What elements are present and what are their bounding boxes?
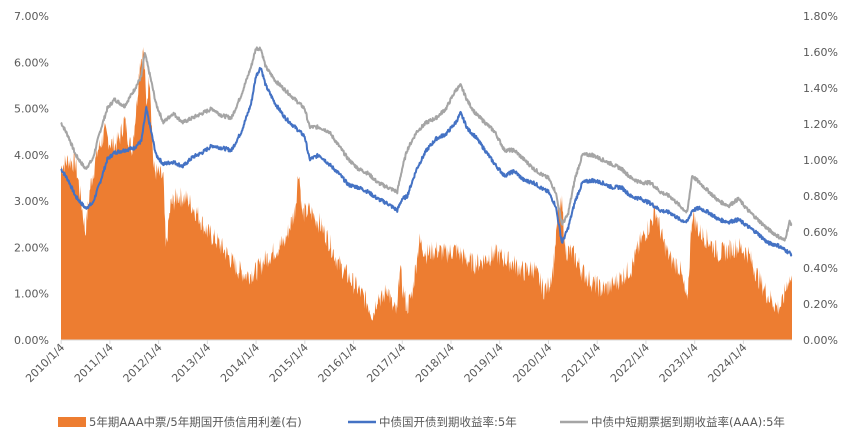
y-right-tick-label: 1.20%: [803, 118, 838, 131]
series-area-credit-spread: [61, 46, 792, 341]
y-right-tick-label: 0.20%: [803, 298, 838, 311]
legend-item-2: 中债国开债到期收益率:5年: [348, 415, 517, 429]
legend-item-3: 中债中短期票据到期收益率(AAA):5年: [560, 415, 785, 429]
y-right-tick-label: 1.00%: [803, 154, 838, 167]
legend-item-1: 5年期AAA中票/5年期国开债信用利差(右): [58, 415, 302, 429]
y-right-tick-label: 0.40%: [803, 262, 838, 275]
y-right-tick-label: 1.60%: [803, 46, 838, 59]
series-line-mtn-aaa-5y: [60, 46, 793, 242]
area-series-layer: [61, 46, 792, 341]
y-right-tick-label: 1.80%: [803, 10, 838, 23]
legend-label: 5年期AAA中票/5年期国开债信用利差(右): [89, 415, 302, 429]
y-right-tick-label: 1.40%: [803, 82, 838, 95]
y-right-tick-label: 0.60%: [803, 226, 838, 239]
y-right-axis: 0.00% 0.20% 0.40% 0.60% 0.80% 1.00% 1.20% 1.40%…: [803, 10, 838, 347]
y-left-tick-label: 5.00%: [14, 103, 49, 116]
legend: 5年期AAA中票/5年期国开债信用利差(右) 中债国开债到期收益率:5年 中债中短期…: [58, 415, 785, 429]
y-left-tick-label: 4.00%: [14, 149, 49, 162]
legend-swatch: [58, 417, 86, 427]
y-left-tick-label: 7.00%: [14, 10, 49, 23]
line-series-layer: [60, 46, 793, 257]
legend-label: 中债国开债到期收益率:5年: [379, 415, 517, 429]
series-line-cdb-5y: [60, 66, 793, 257]
y-right-tick-label: 0.80%: [803, 190, 838, 203]
y-left-tick-label: 0.00%: [14, 334, 49, 347]
y-left-tick-label: 6.00%: [14, 56, 49, 69]
legend-label: 中债中短期票据到期收益率(AAA):5年: [591, 415, 785, 429]
y-left-axis: 0.00% 1.00% 2.00% 3.00% 4.00% 5.00% 6.00% 7.00%: [14, 10, 49, 347]
y-left-tick-label: 1.00%: [14, 288, 49, 301]
y-left-tick-label: 2.00%: [14, 241, 49, 254]
y-left-tick-label: 3.00%: [14, 195, 49, 208]
y-right-tick-label: 0.00%: [803, 334, 838, 347]
